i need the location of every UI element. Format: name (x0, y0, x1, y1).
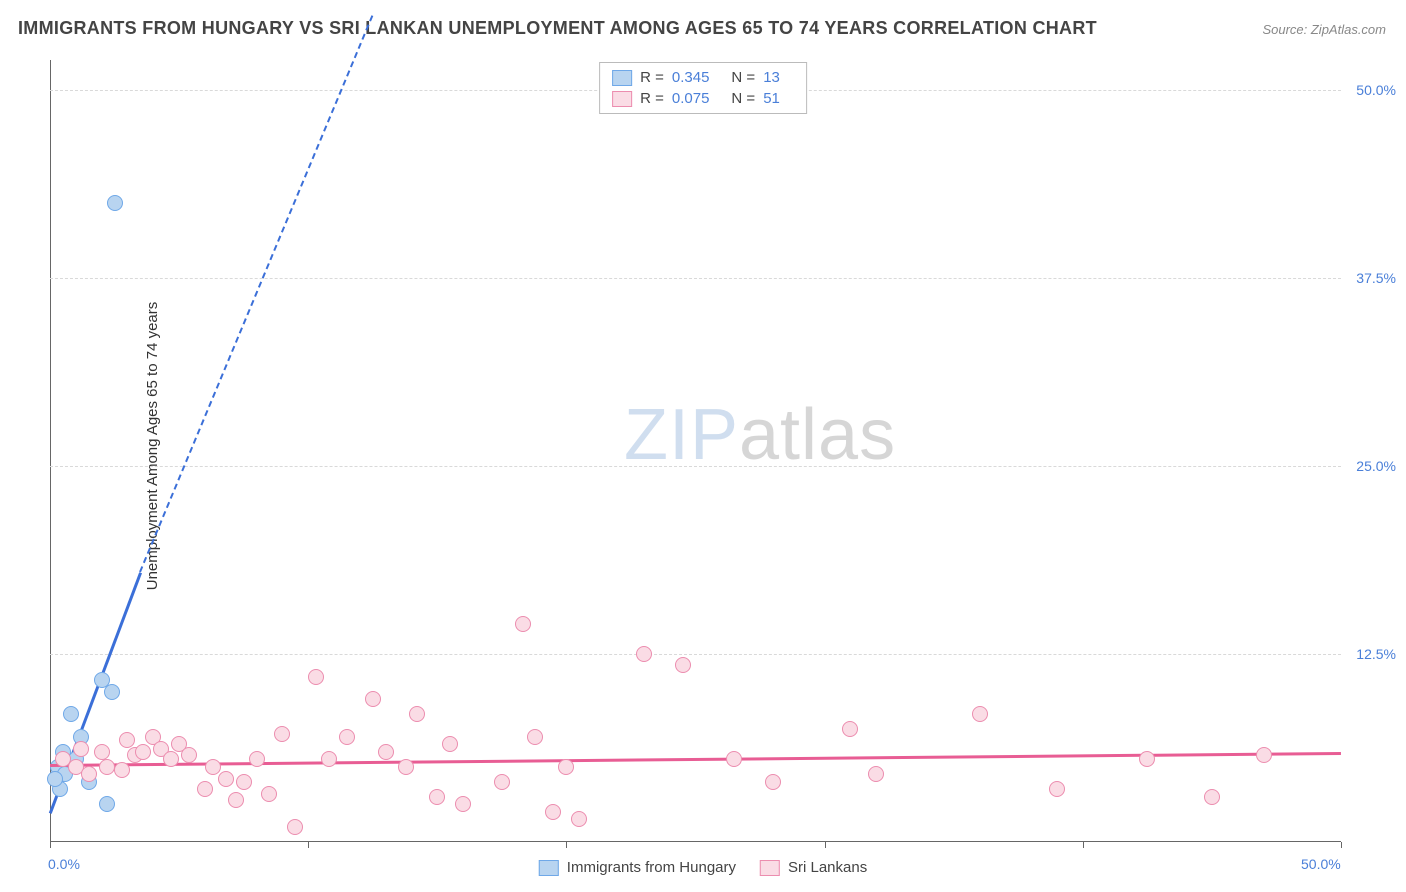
trend-line-extension (139, 16, 373, 573)
source-prefix: Source: (1262, 22, 1310, 37)
r-value: 0.075 (672, 90, 710, 107)
n-label: N = (731, 69, 755, 86)
data-point (1139, 751, 1155, 767)
n-value: 51 (763, 90, 780, 107)
n-label: N = (731, 90, 755, 107)
data-point (868, 766, 884, 782)
series-legend: Immigrants from Hungary Sri Lankans (539, 859, 867, 876)
data-point (261, 786, 277, 802)
data-point (249, 751, 265, 767)
data-point (287, 819, 303, 835)
legend-swatch (760, 860, 780, 876)
data-point (321, 751, 337, 767)
data-point (636, 646, 652, 662)
grid-line (50, 654, 1341, 655)
source-name: ZipAtlas.com (1311, 22, 1386, 37)
data-point (339, 729, 355, 745)
legend-label: Immigrants from Hungary (567, 859, 736, 876)
grid-line (50, 278, 1341, 279)
data-point (972, 706, 988, 722)
x-tick (50, 842, 51, 848)
data-point (515, 616, 531, 632)
data-point (104, 684, 120, 700)
r-label: R = (640, 69, 664, 86)
data-point (558, 759, 574, 775)
chart-area: 12.5%25.0%37.5%50.0%0.0%50.0% ZIPatlas (50, 60, 1341, 842)
y-axis-line (50, 60, 51, 842)
x-tick (825, 842, 826, 848)
legend-row: R = 0.345 N = 13 (612, 67, 794, 88)
data-point (107, 195, 123, 211)
data-point (398, 759, 414, 775)
data-point (73, 741, 89, 757)
x-tick (1083, 842, 1084, 848)
x-tick-label: 0.0% (48, 856, 80, 872)
plot-surface: 12.5%25.0%37.5%50.0%0.0%50.0% (50, 60, 1341, 842)
x-tick (1341, 842, 1342, 848)
y-tick-label: 37.5% (1356, 270, 1396, 286)
data-point (442, 736, 458, 752)
correlation-legend: R = 0.345 N = 13 R = 0.075 N = 51 (599, 62, 807, 114)
legend-swatch (612, 91, 632, 107)
data-point (135, 744, 151, 760)
data-point (99, 759, 115, 775)
data-point (1049, 781, 1065, 797)
legend-swatch (539, 860, 559, 876)
data-point (181, 747, 197, 763)
r-value: 0.345 (672, 69, 710, 86)
data-point (308, 669, 324, 685)
chart-title: IMMIGRANTS FROM HUNGARY VS SRI LANKAN UN… (18, 18, 1097, 39)
x-tick-label: 50.0% (1301, 856, 1341, 872)
x-tick (308, 842, 309, 848)
legend-swatch (612, 70, 632, 86)
data-point (842, 721, 858, 737)
legend-item: Sri Lankans (760, 859, 867, 876)
data-point (236, 774, 252, 790)
data-point (726, 751, 742, 767)
data-point (675, 657, 691, 673)
data-point (429, 789, 445, 805)
data-point (228, 792, 244, 808)
data-point (494, 774, 510, 790)
r-label: R = (640, 90, 664, 107)
data-point (81, 766, 97, 782)
data-point (119, 732, 135, 748)
data-point (47, 771, 63, 787)
y-tick-label: 12.5% (1356, 646, 1396, 662)
legend-label: Sri Lankans (788, 859, 867, 876)
data-point (527, 729, 543, 745)
data-point (163, 751, 179, 767)
data-point (99, 796, 115, 812)
data-point (218, 771, 234, 787)
data-point (114, 762, 130, 778)
data-point (409, 706, 425, 722)
legend-row: R = 0.075 N = 51 (612, 88, 794, 109)
data-point (63, 706, 79, 722)
data-point (94, 744, 110, 760)
x-axis-line (50, 841, 1341, 842)
data-point (765, 774, 781, 790)
data-point (365, 691, 381, 707)
data-point (571, 811, 587, 827)
data-point (1204, 789, 1220, 805)
legend-item: Immigrants from Hungary (539, 859, 736, 876)
n-value: 13 (763, 69, 780, 86)
grid-line (50, 466, 1341, 467)
source-attribution: Source: ZipAtlas.com (1262, 22, 1386, 37)
data-point (455, 796, 471, 812)
data-point (274, 726, 290, 742)
data-point (1256, 747, 1272, 763)
x-tick (566, 842, 567, 848)
y-tick-label: 50.0% (1356, 82, 1396, 98)
data-point (545, 804, 561, 820)
data-point (205, 759, 221, 775)
data-point (378, 744, 394, 760)
y-tick-label: 25.0% (1356, 458, 1396, 474)
data-point (197, 781, 213, 797)
